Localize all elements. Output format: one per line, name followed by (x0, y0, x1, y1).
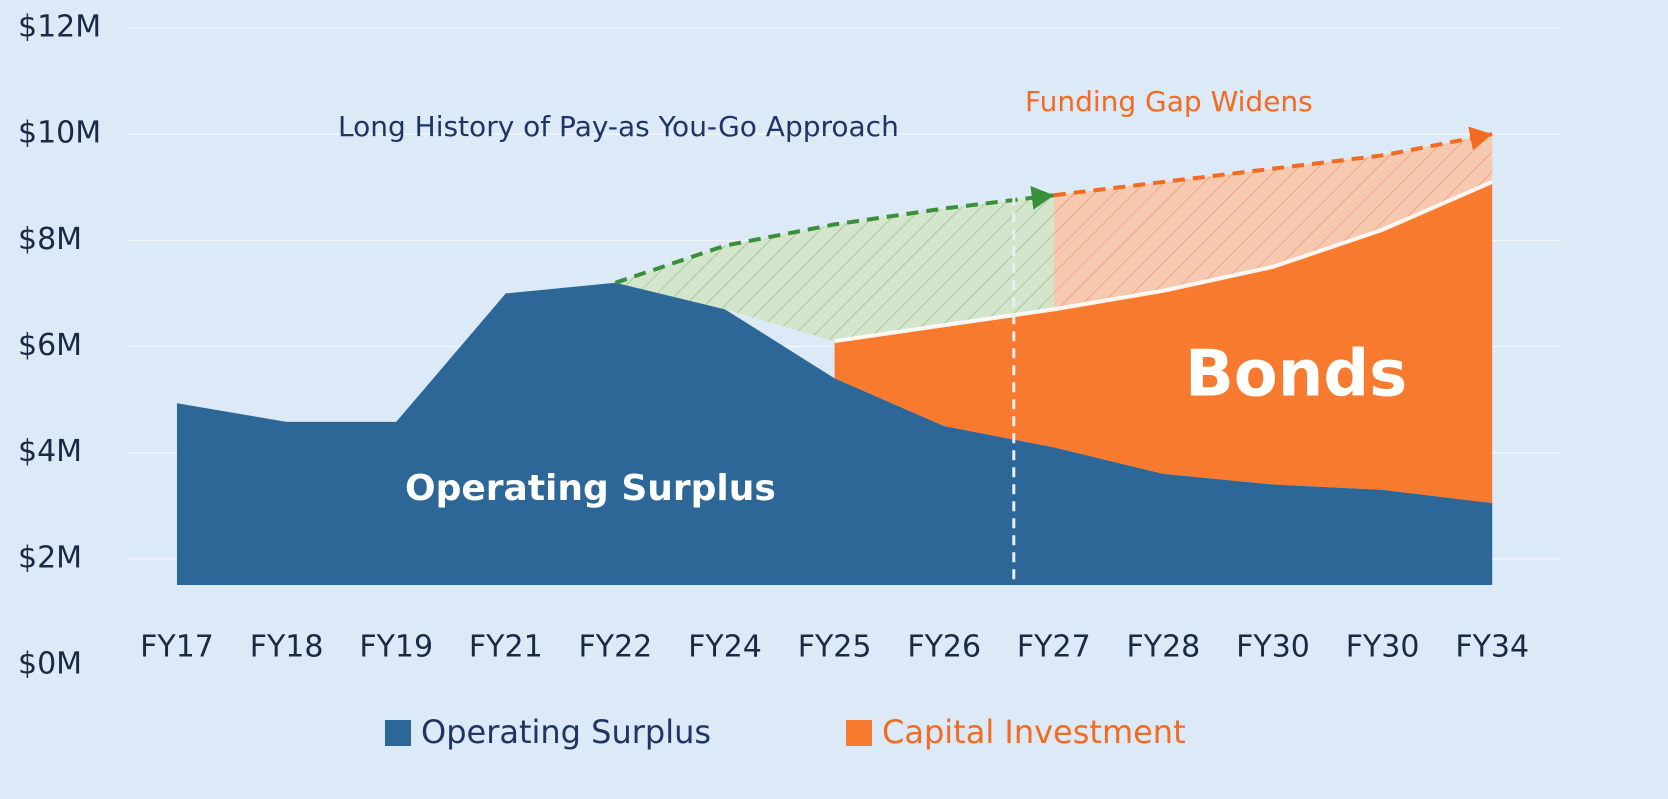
legend-swatch (846, 720, 872, 746)
x-tick-label: FY34 (1455, 630, 1529, 665)
x-tick-label: FY25 (798, 630, 872, 665)
x-tick-label: FY26 (907, 630, 981, 665)
projection-hatch (1053, 134, 1493, 310)
annotation: Bonds (1185, 338, 1407, 412)
y-tick-label: $6M (18, 328, 82, 363)
legend-swatch (385, 720, 411, 746)
bonds-highlight (834, 180, 1493, 344)
area-capital-investment (834, 181, 1493, 504)
x-tick-label: FY18 (250, 630, 324, 665)
arrow-head (1468, 126, 1493, 151)
x-tick-label: FY24 (688, 630, 762, 665)
x-tick-label: FY27 (1017, 630, 1091, 665)
x-tick-label: FY28 (1127, 630, 1201, 665)
y-tick-label: $2M (18, 540, 82, 575)
y-tick-label: $8M (18, 222, 82, 257)
x-tick-label: FY22 (579, 630, 653, 665)
y-tick-label: $10M (18, 116, 101, 151)
x-tick-label: FY30 (1236, 630, 1310, 665)
y-tick-label: $0M (18, 647, 82, 682)
legend-label: Capital Investment (882, 713, 1186, 751)
arrow-head (1030, 185, 1054, 210)
annotation: Funding Gap Widens (1025, 85, 1313, 118)
y-tick-label: $4M (18, 434, 82, 469)
projection-line (614, 193, 1055, 285)
area-operating-surplus (177, 282, 1493, 585)
annotation: Operating Surplus (405, 468, 776, 509)
x-tick-label: FY19 (359, 630, 433, 665)
x-tick-label: FY21 (469, 630, 543, 665)
annotation: Long History of Pay-as You-Go Approach (338, 110, 899, 143)
x-tick-label: FY30 (1346, 630, 1420, 665)
x-tick-label: FY17 (140, 630, 214, 665)
y-tick-label: $12M (18, 10, 101, 45)
projection-line (1053, 132, 1493, 198)
legend-label: Operating Surplus (421, 713, 711, 751)
projection-hatch (615, 195, 1054, 342)
